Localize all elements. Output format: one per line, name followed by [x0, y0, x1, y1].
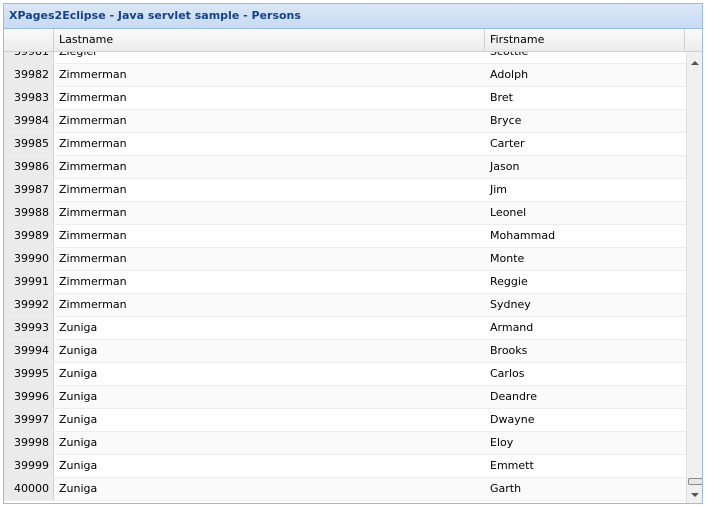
lastname-cell: Zuniga [59, 344, 98, 357]
lastname-cell: Zuniga [59, 413, 98, 426]
firstname-cell: Mohammad [490, 229, 556, 242]
firstname-cell: Leonel [490, 206, 527, 219]
row-number: 39995 [4, 363, 54, 385]
firstname-cell: Jason [490, 160, 520, 173]
row-number: 39993 [4, 317, 54, 339]
firstname-cell: Emmett [490, 459, 534, 472]
row-number: 39989 [4, 225, 54, 247]
header-spacer [685, 29, 702, 51]
table-row[interactable]: 39983 Zimmerman Bret [4, 87, 686, 110]
grid-header: Lastname Firstname [4, 29, 702, 52]
lastname-cell: Zuniga [59, 482, 98, 495]
row-number: 39996 [4, 386, 54, 408]
firstname-cell: Deandre [490, 390, 537, 403]
row-number: 39991 [4, 271, 54, 293]
row-number: 39985 [4, 133, 54, 155]
table-row[interactable]: 39989 Zimmerman Mohammad [4, 225, 686, 248]
table-row[interactable]: 39998 Zuniga Eloy [4, 432, 686, 455]
lastname-cell: Ziegler [54, 52, 485, 63]
table-row[interactable]: 39985 Zimmerman Carter [4, 133, 686, 156]
firstname-cell: Adolph [490, 68, 529, 81]
table-row[interactable]: 39990 Zimmerman Monte [4, 248, 686, 271]
table-row[interactable]: 39984 Zimmerman Bryce [4, 110, 686, 133]
row-number: 39988 [4, 202, 54, 224]
lastname-cell: Zuniga [59, 390, 98, 403]
table-row[interactable]: 39997 Zuniga Dwayne [4, 409, 686, 432]
table-row[interactable]: 39988 Zimmerman Leonel [4, 202, 686, 225]
lastname-cell: Zuniga [59, 321, 98, 334]
firstname-cell: Jim [490, 183, 508, 196]
row-number: 39998 [4, 432, 54, 454]
row-number: 39999 [4, 455, 54, 477]
table-row[interactable]: 39991 Zimmerman Reggie [4, 271, 686, 294]
firstname-cell: Bret [490, 91, 513, 104]
row-number: 39987 [4, 179, 54, 201]
firstname-cell: Monte [490, 252, 525, 265]
lastname-cell: Zimmerman [59, 275, 127, 288]
table-row[interactable]: 39994 Zuniga Brooks [4, 340, 686, 363]
row-number-header [4, 29, 54, 51]
lastname-cell: Zuniga [59, 367, 98, 380]
row-number: 39994 [4, 340, 54, 362]
firstname-cell: Eloy [490, 436, 514, 449]
row-number: 39981 [4, 52, 54, 63]
row-number: 39986 [4, 156, 54, 178]
row-number: 39992 [4, 294, 54, 316]
vertical-scrollbar[interactable] [686, 52, 702, 503]
lastname-cell: Zimmerman [59, 183, 127, 196]
lastname-cell: Zimmerman [59, 206, 127, 219]
scrollbar-thumb[interactable] [688, 478, 702, 485]
lastname-cell: Zimmerman [59, 114, 127, 127]
scroll-down-arrow-icon[interactable] [691, 493, 699, 497]
lastname-cell: Zuniga [59, 459, 98, 472]
lastname-cell: Zimmerman [59, 68, 127, 81]
row-number: 39997 [4, 409, 54, 431]
table-row[interactable]: 39999 Zuniga Emmett [4, 455, 686, 478]
lastname-cell: Zimmerman [59, 229, 127, 242]
firstname-cell: Bryce [490, 114, 522, 127]
lastname-cell: Zimmerman [59, 298, 127, 311]
table-row[interactable]: 39986 Zimmerman Jason [4, 156, 686, 179]
firstname-cell: Scottie [485, 52, 685, 63]
table-row[interactable]: 40000 Zuniga Garth [4, 478, 686, 501]
table-row[interactable]: 39992 Zimmerman Sydney [4, 294, 686, 317]
lastname-column-header[interactable]: Lastname [54, 29, 485, 51]
lastname-cell: Zimmerman [59, 91, 127, 104]
firstname-cell: Brooks [490, 344, 528, 357]
table-row[interactable]: 39996 Zuniga Deandre [4, 386, 686, 409]
firstname-cell: Carlos [490, 367, 525, 380]
row-number: 40000 [4, 478, 54, 500]
row-number: 39984 [4, 110, 54, 132]
firstname-cell: Armand [490, 321, 534, 334]
table-row[interactable]: 39995 Zuniga Carlos [4, 363, 686, 386]
persons-grid-panel: XPages2Eclipse - Java servlet sample - P… [3, 3, 703, 504]
lastname-cell: Zimmerman [59, 160, 127, 173]
table-row[interactable]: 39982 Zimmerman Adolph [4, 64, 686, 87]
firstname-cell: Reggie [490, 275, 528, 288]
grid-body: 39981ZieglerScottie39982ZimmermanAdolph3… [4, 52, 686, 503]
row-number: 39983 [4, 87, 54, 109]
lastname-cell: Zimmerman [59, 137, 127, 150]
firstname-column-header[interactable]: Firstname [485, 29, 685, 51]
lastname-cell: Zimmerman [59, 252, 127, 265]
firstname-cell: Dwayne [490, 413, 535, 426]
table-row[interactable]: 39993 Zuniga Armand [4, 317, 686, 340]
table-row[interactable]: 39981ZieglerScottie [4, 52, 686, 64]
row-number: 39990 [4, 248, 54, 270]
table-row[interactable]: 39987 Zimmerman Jim [4, 179, 686, 202]
scroll-up-arrow-icon[interactable] [691, 61, 699, 65]
panel-title: XPages2Eclipse - Java servlet sample - P… [4, 4, 702, 29]
firstname-cell: Sydney [490, 298, 531, 311]
firstname-cell: Carter [490, 137, 525, 150]
lastname-cell: Zuniga [59, 436, 98, 449]
firstname-cell: Garth [490, 482, 522, 495]
row-number: 39982 [4, 64, 54, 86]
